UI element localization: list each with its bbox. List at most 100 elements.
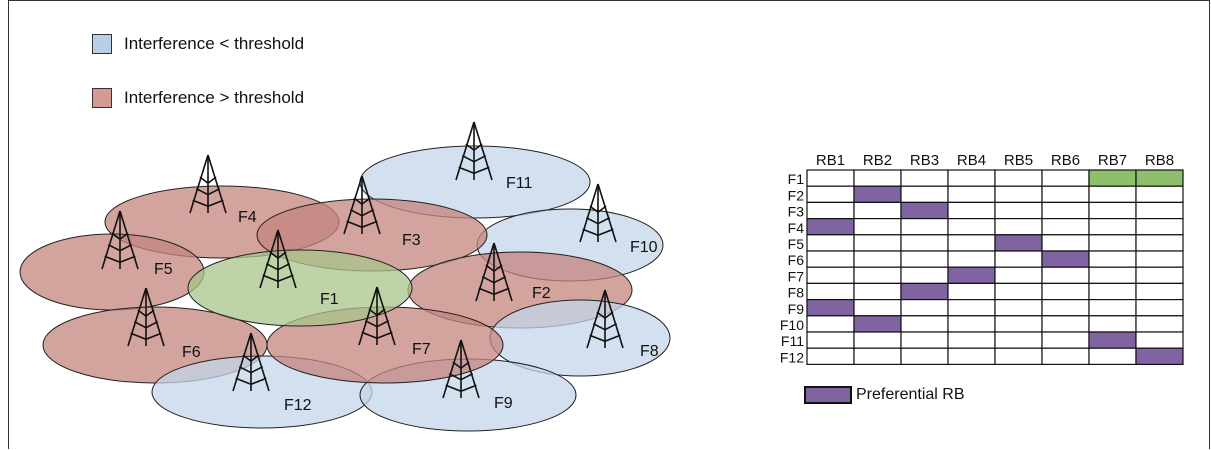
rb-cell (1088, 331, 1137, 349)
rb-cell (806, 201, 855, 220)
tower-icon (189, 154, 227, 214)
row-label: F8 (788, 285, 805, 301)
rb-cell (1088, 250, 1137, 268)
rb-cell (994, 282, 1043, 301)
legend-swatch-red (92, 88, 112, 108)
rb-cell (806, 218, 855, 236)
rb-cell (806, 185, 855, 203)
rb-header: RB1 (816, 152, 845, 169)
rb-cell (900, 201, 949, 220)
rb-cell (947, 347, 996, 366)
rb-cell (1041, 185, 1090, 203)
rb-allocation-table: RB1 RB2 RB3 RB4 RB5 RB6 RB7 RB8 F1F2F3F4F5F6F7F… (780, 152, 1184, 366)
rb-cell (900, 347, 949, 366)
legend-item-below-threshold: Interference < threshold (92, 34, 304, 54)
legend-swatch-blue (92, 34, 112, 54)
rb-cell (947, 315, 996, 333)
rb-cell (1088, 347, 1137, 366)
rb-cell (1041, 201, 1090, 220)
rb-cell (900, 250, 949, 268)
rb-cell (806, 169, 855, 187)
row-label: F11 (781, 333, 804, 349)
rb-cell (806, 282, 855, 301)
row-label: F7 (788, 268, 805, 284)
rb-cell (1135, 299, 1184, 317)
rb-cell (1041, 315, 1090, 333)
row-label: F5 (788, 236, 805, 252)
rb-cell (1135, 218, 1184, 236)
row-label: F1 (788, 171, 805, 187)
rb-cell (1041, 299, 1090, 317)
tower-icon (586, 289, 624, 349)
rb-cell (1041, 250, 1090, 268)
cell-label-f1: F1 (320, 291, 339, 308)
rb-cell (806, 250, 855, 268)
rb-cell (947, 266, 996, 285)
rb-cell (1041, 169, 1090, 187)
rb-cell (1041, 282, 1090, 301)
rb-cell (806, 315, 855, 333)
rb-cell (994, 234, 1043, 252)
tower-icon (358, 286, 396, 346)
rb-cell (947, 218, 996, 236)
rb-cell (1135, 331, 1184, 349)
rb-cell (1041, 234, 1090, 252)
cell-label-f2: F2 (532, 285, 551, 302)
rb-cell (853, 185, 902, 203)
tower-icon (455, 121, 493, 181)
rb-header: RB3 (910, 152, 939, 169)
rb-cell (853, 201, 902, 220)
tower-icon (475, 242, 513, 302)
row-label: F6 (788, 252, 805, 268)
rb-cell (994, 218, 1043, 236)
cell-label-f5: F5 (154, 261, 173, 278)
rb-cell (900, 315, 949, 333)
tower-icon (259, 229, 297, 289)
rb-cell (994, 315, 1043, 333)
rb-cell (947, 250, 996, 268)
rb-cell (947, 299, 996, 317)
rb-cell (853, 218, 902, 236)
tower-icon (579, 183, 617, 243)
towers: F1 F2 F3 F4 F5 F6 F7 F8 F9 F10 F11 F12 (101, 121, 659, 414)
rb-header: RB7 (1098, 152, 1127, 169)
rb-cell (853, 234, 902, 252)
preferential-rb-swatch (804, 386, 852, 404)
rb-cell (853, 250, 902, 268)
rb-cell (853, 282, 902, 301)
rb-cell (806, 234, 855, 252)
rb-cell (1135, 315, 1184, 333)
rb-cell (1135, 282, 1184, 301)
rb-header: RB2 (863, 152, 892, 169)
rb-cell (994, 169, 1043, 187)
rb-cell (947, 201, 996, 220)
legend-label: Interference > threshold (124, 88, 305, 107)
cell-label-f10: F10 (630, 239, 658, 256)
rb-cell (1088, 315, 1137, 333)
rb-cell (900, 234, 949, 252)
rb-cell (994, 331, 1043, 349)
row-label: F9 (788, 301, 805, 317)
rb-cell (1135, 250, 1184, 268)
rb-column-headers: RB1 RB2 RB3 RB4 RB5 RB6 RB7 RB8 (816, 152, 1174, 169)
tower-icon (343, 175, 381, 235)
rb-cell (1135, 347, 1184, 366)
rb-cell (947, 331, 996, 349)
network-diagram: F1 F2 F3 F4 F5 F6 F7 F8 F9 F10 F11 F12 (19, 121, 671, 432)
rb-header: RB4 (957, 152, 986, 169)
rb-cell (900, 266, 949, 285)
coverage-area-f1 (187, 249, 413, 327)
cell-label-f12: F12 (284, 397, 312, 414)
rb-cell (1088, 169, 1137, 187)
cell-label-f8: F8 (640, 343, 659, 360)
cell-label-f9: F9 (494, 395, 513, 412)
rb-cell (900, 299, 949, 317)
rb-cell (806, 299, 855, 317)
rb-cell (900, 185, 949, 203)
rb-header: RB8 (1145, 152, 1174, 169)
rb-cell (1135, 169, 1184, 187)
rb-cell (947, 169, 996, 187)
legend-item-above-threshold: Interference > threshold (92, 88, 304, 108)
rb-cell (1041, 347, 1090, 366)
